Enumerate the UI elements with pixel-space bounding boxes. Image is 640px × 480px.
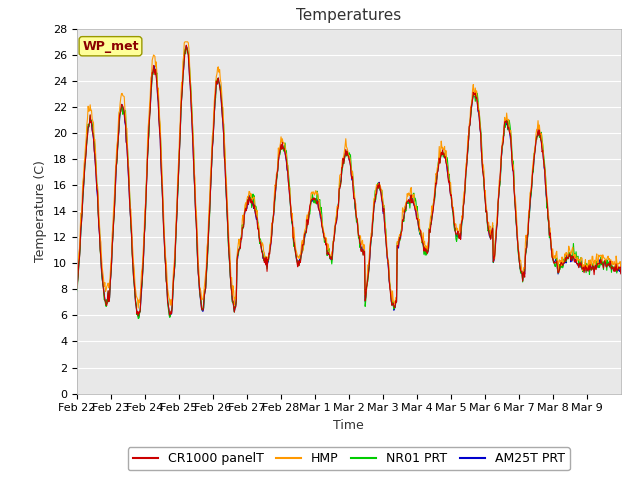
- Legend: CR1000 panelT, HMP, NR01 PRT, AM25T PRT: CR1000 panelT, HMP, NR01 PRT, AM25T PRT: [128, 447, 570, 470]
- Title: Temperatures: Temperatures: [296, 9, 401, 24]
- Text: WP_met: WP_met: [82, 40, 139, 53]
- Y-axis label: Temperature (C): Temperature (C): [35, 160, 47, 262]
- X-axis label: Time: Time: [333, 419, 364, 432]
